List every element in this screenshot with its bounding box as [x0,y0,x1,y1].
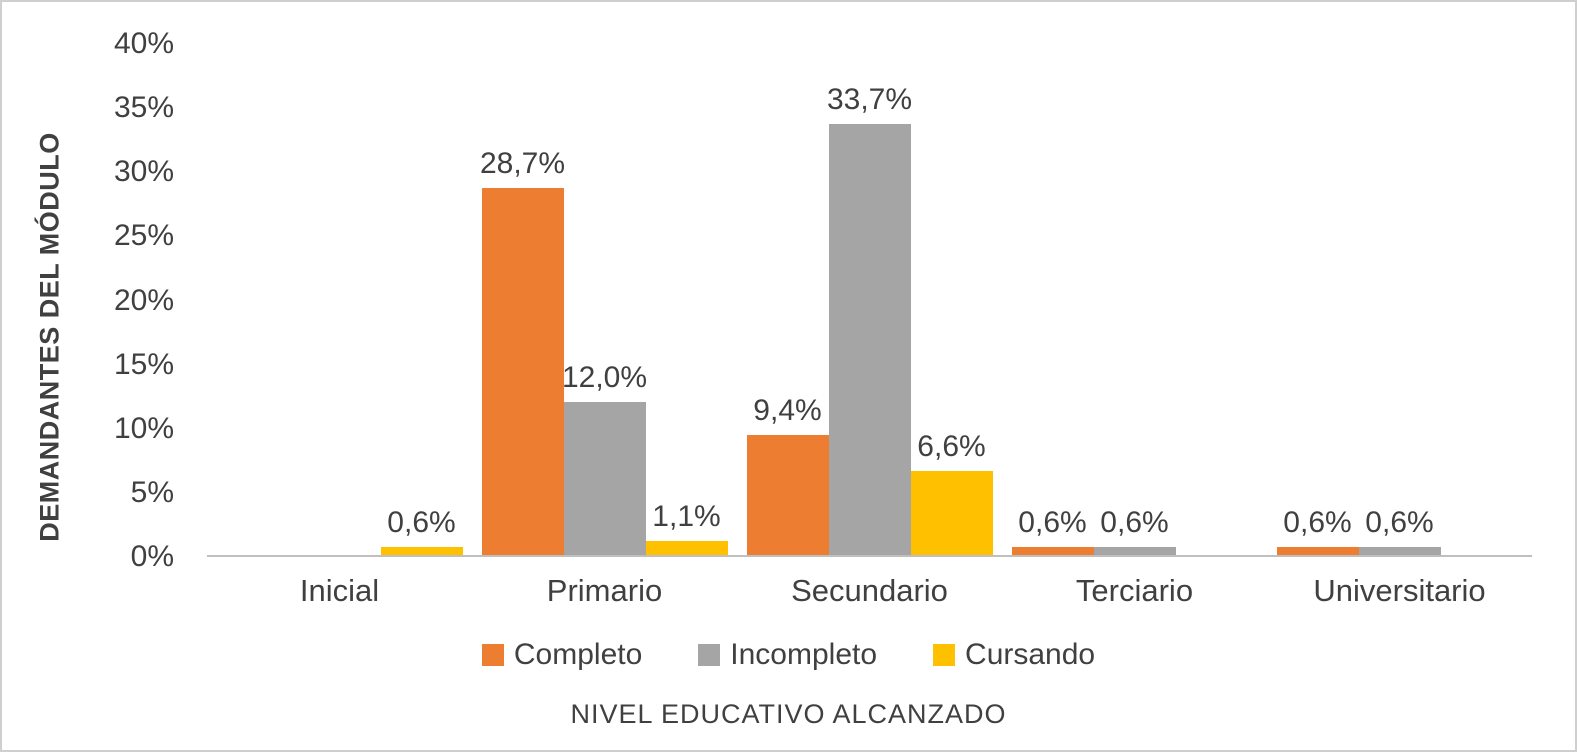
y-tick: 40% [113,27,174,60]
bar-slot: 12,0% [561,44,648,555]
bar-group-secundario: 9,4% 33,7% 6,6% [737,44,1002,555]
bar-incompleto-terciario [1093,547,1176,555]
legend-swatch [698,644,721,666]
plot-area: 0,6% 28,7% 12,0% 1,1% 9,4% 33,7% 6,6% 0,6% 0,6% 0… [207,44,1532,557]
y-tick: 25% [113,219,174,253]
y-tick: 30% [113,155,174,189]
bar-label: 33,7% [826,83,913,117]
y-tick: 20% [113,283,174,317]
legend-swatch [481,644,504,666]
bar-label: 0,6% [1283,506,1352,540]
bar-label: 0,6% [1100,506,1169,540]
category-label: Terciario [1075,573,1194,608]
y-tick: 5% [130,475,174,509]
bar-label: 6,6% [917,429,986,463]
bar-slot: 6,6% [910,44,993,555]
category-label: Primario [546,573,663,608]
bar-completo-secundario [746,434,829,555]
y-tick: 15% [113,347,174,381]
bar-slot: 0,6% [1358,44,1441,555]
bar-group-universitario: 0,6% 0,6% [1267,44,1532,555]
legend-item-completo: Completo [481,638,643,672]
bar-label: 28,7% [479,147,566,181]
bar-completo-primario [481,188,564,555]
bar-cursando-secundario [910,470,993,555]
bar-group-terciario: 0,6% 0,6% [1002,44,1267,555]
legend-item-incompleto: Incompleto [698,638,877,672]
bar-label: 0,6% [387,506,456,540]
bar-group-inicial: 0,6% [207,44,472,555]
bar-completo-terciario [1011,547,1094,555]
legend-label: Incompleto [730,638,878,671]
bar-label: 9,4% [753,393,822,427]
bar-label: 0,6% [1365,506,1434,540]
y-tick: 0% [130,540,174,573]
bar-incompleto-primario [563,401,646,555]
bar-slot [217,44,299,555]
bar-slot: 0,6% [1093,44,1176,555]
x-axis-categories: Inicial Primario Secundario Terciario Univer… [207,573,1532,609]
bar-incompleto-secundario [828,124,911,555]
bar-slot: 33,7% [826,44,913,555]
bar-slot: 9,4% [746,44,829,555]
bar-slot [1441,44,1523,555]
legend-label: Completo [513,638,643,671]
legend-label: Cursando [965,638,1096,671]
x-axis-title: NIVEL EDUCATIVO ALCANZADO [570,699,1007,729]
category-label: Inicial [299,573,380,608]
bar-slot: 0,6% [1011,44,1094,555]
bar-slot: 1,1% [645,44,728,555]
bar-slot: 28,7% [479,44,566,555]
y-axis-ticks: 40% 35% 30% 25% 20% 15% 10% 5% 0% [2,27,174,573]
legend-swatch [933,644,956,666]
category-label: Universitario [1313,573,1486,608]
bar-slot: 0,6% [1276,44,1359,555]
y-tick: 35% [113,91,174,125]
bar-label: 0,6% [1018,506,1087,540]
legend: Completo Incompleto Cursando [2,638,1575,672]
bar-incompleto-universitario [1358,547,1441,555]
category-label: Secundario [791,573,948,608]
y-tick: 10% [113,411,174,445]
bar-slot: 0,6% [380,44,463,555]
bar-slot [1176,44,1258,555]
bar-completo-universitario [1276,547,1359,555]
bar-label: 1,1% [652,499,721,533]
bar-label: 12,0% [561,360,648,394]
bar-cursando-primario [645,540,728,555]
bar-group-primario: 28,7% 12,0% 1,1% [472,44,737,555]
legend-item-cursando: Cursando [933,638,1095,672]
bar-slot [299,44,381,555]
bar-cursando-inicial [380,547,463,555]
